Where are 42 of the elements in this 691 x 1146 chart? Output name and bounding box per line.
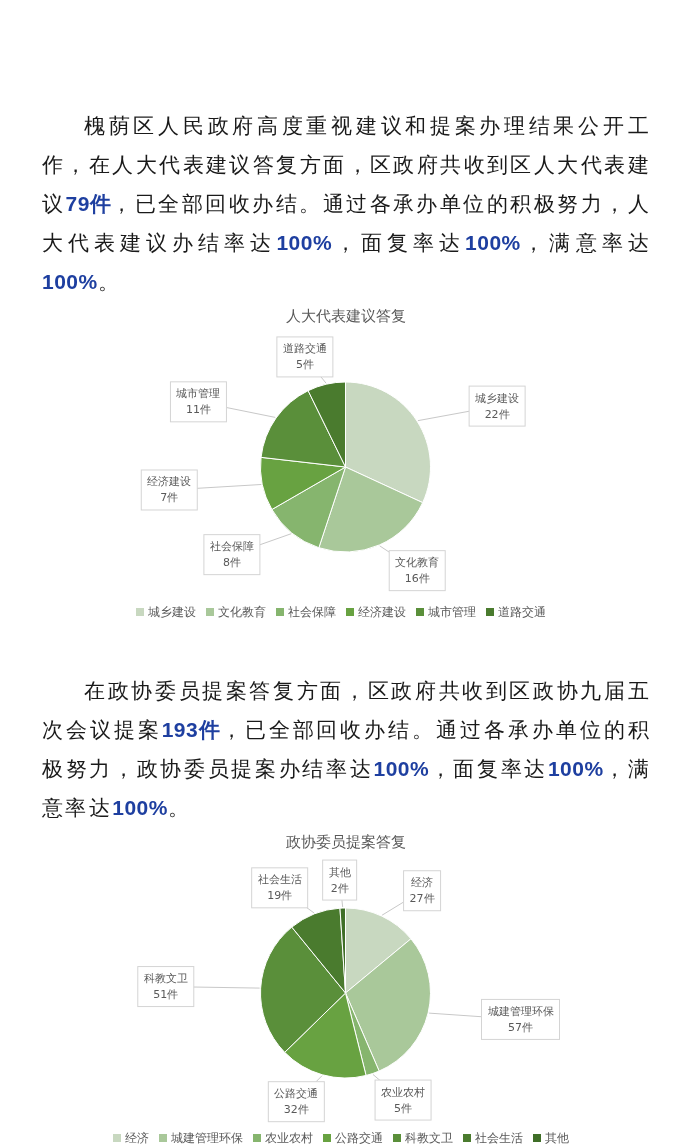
text: 在政协委员提案答复方面，区政府共收到区政协九届五次会议提案193件，已全部回收办结。通过各承办单位的积极努力，政协委员提案办结率达100%，面复率达100%，满意率达100%。 [42, 679, 651, 819]
slice-label: 城乡建设 [474, 391, 520, 405]
slice-label: 经济建设 [147, 475, 192, 489]
legend-label: 道路交通 [497, 605, 546, 619]
legend-label: 文化教育 [217, 605, 266, 619]
legend-label: 社会保障 [287, 605, 336, 619]
legend-label: 社会生活 [474, 1131, 523, 1145]
data-label: 27件 [409, 892, 435, 906]
data-label: 57件 [508, 1020, 534, 1034]
slice-label: 其他 [328, 865, 351, 879]
legend-label: 其他 [544, 1131, 569, 1145]
legend-label: 城建管理环保 [170, 1131, 243, 1145]
legend-label: 经济建设 [357, 605, 406, 619]
data-label: 51件 [153, 988, 179, 1002]
slice-label: 道路交通 [282, 342, 327, 356]
data-label: 19件 [267, 889, 293, 903]
data-label: 5件 [295, 358, 314, 372]
data-label: 7件 [160, 491, 179, 505]
slice-label: 农业农村 [381, 1085, 426, 1099]
legend-label: 农业农村 [264, 1131, 313, 1145]
slice-label: 社会保障 [209, 540, 254, 554]
data-label: 16件 [404, 572, 430, 586]
chart-title: 人大代表建议答复 [284, 306, 407, 327]
slice-label: 城市管理 [175, 387, 221, 401]
legend-label: 城市管理 [427, 605, 476, 619]
data-label: 11件 [185, 403, 211, 417]
data-label: 8件 [222, 556, 241, 570]
legend-label: 公路交通 [334, 1131, 383, 1145]
chart-title: 政协委员提案答复 [284, 832, 407, 853]
slice-label: 社会生活 [257, 873, 302, 887]
data-label: 22件 [484, 407, 510, 421]
data-label: 32件 [283, 1103, 309, 1117]
slice-label: 城建管理环保 [486, 1004, 554, 1018]
data-label: 5件 [394, 1101, 413, 1115]
legend-label: 经济 [124, 1131, 149, 1145]
legend-label: 科教文卫 [404, 1131, 453, 1145]
slice-label: 文化教育 [395, 556, 440, 570]
slice-label: 公路交通 [274, 1087, 319, 1101]
legend-label: 城乡建设 [147, 605, 196, 619]
data-label: 2件 [330, 881, 349, 895]
slice-label: 科教文卫 [143, 972, 188, 986]
slice-label: 经济 [411, 876, 434, 890]
